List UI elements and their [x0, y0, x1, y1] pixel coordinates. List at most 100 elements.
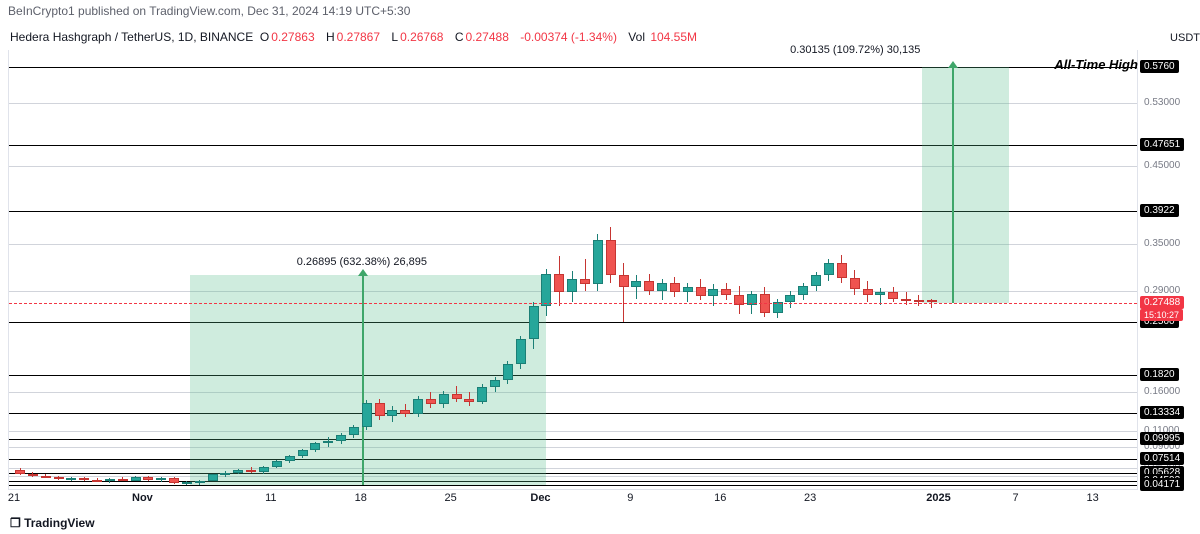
candle-body — [798, 286, 808, 295]
candle-body — [375, 403, 385, 416]
y-axis[interactable]: USDT 0.530000.450000.350000.290000.16000… — [1140, 50, 1200, 490]
candle-body — [554, 274, 564, 293]
candle-body — [182, 482, 192, 484]
candle-body — [246, 470, 256, 472]
candle-body — [54, 477, 64, 479]
price-level-tag: 0.07514 — [1140, 452, 1184, 465]
candle-body — [721, 289, 731, 294]
candle-body — [195, 481, 205, 483]
candle-body — [529, 306, 539, 339]
x-tick-label: 11 — [265, 492, 276, 504]
ohlc-bar: Hedera Hashgraph / TetherUS, 1D, BINANCE… — [10, 30, 697, 44]
candle-body — [631, 281, 641, 286]
gridline — [9, 447, 1137, 448]
price-level-tag: 0.1820 — [1140, 368, 1179, 381]
candle-body — [516, 339, 526, 364]
support-resistance-line — [9, 322, 1137, 323]
candle-body — [233, 470, 243, 473]
gridline — [9, 392, 1137, 393]
candle-body — [593, 240, 603, 285]
candle-body — [387, 410, 397, 416]
candle-body — [105, 479, 115, 481]
candle-body — [118, 479, 128, 481]
candle-body — [696, 287, 706, 296]
candle-body — [92, 480, 102, 482]
candle-wick — [585, 259, 586, 290]
candle-body — [298, 450, 308, 455]
x-tick-label: 21 — [8, 492, 20, 504]
candle-body — [811, 275, 821, 286]
candle-wick — [687, 283, 688, 302]
y-tick-label: 0.45000 — [1144, 160, 1180, 171]
x-tick-label: Nov — [132, 492, 153, 504]
x-tick-label: Dec — [530, 492, 550, 504]
x-axis[interactable]: 21Nov111825Dec916232025713 — [8, 490, 1138, 512]
candle-body — [143, 477, 153, 480]
y-tick-label: 0.29000 — [1144, 285, 1180, 296]
candle-body — [41, 476, 51, 478]
candle-body — [670, 283, 680, 292]
candle-wick — [636, 275, 637, 298]
candle-body — [863, 289, 873, 295]
candle-body — [619, 275, 629, 287]
chart-annotation: 0.30135 (109.72%) 30,135 — [790, 44, 920, 56]
candle-body — [426, 399, 436, 404]
measure-arrow — [952, 67, 954, 302]
candle-body — [503, 364, 513, 380]
ohlc-high: 0.27867 — [337, 30, 380, 44]
candle-body — [452, 394, 462, 399]
support-resistance-line — [9, 459, 1137, 460]
chart-annotation: All-Time High — [1054, 57, 1138, 72]
y-tick-label: 0.16000 — [1144, 386, 1180, 397]
candle-body — [413, 399, 423, 415]
price-level-tag: 0.5760 — [1140, 60, 1179, 73]
gridline — [9, 476, 1137, 477]
x-tick-label: 9 — [627, 492, 633, 504]
y-tick-label: 0.35000 — [1144, 238, 1180, 249]
candle-body — [439, 394, 449, 404]
x-tick-label: 23 — [804, 492, 816, 504]
candle-body — [708, 289, 718, 296]
candle-body — [259, 467, 269, 472]
candle-body — [66, 478, 76, 480]
ohlc-open: 0.27863 — [271, 30, 314, 44]
support-resistance-line — [9, 413, 1137, 414]
ohlc-low: 0.26768 — [400, 30, 443, 44]
candle-body — [657, 283, 667, 291]
ohlc-close: 0.27488 — [465, 30, 508, 44]
candle-body — [169, 478, 179, 483]
candle-body — [773, 302, 783, 312]
candle-body — [824, 263, 834, 276]
price-level-tag: 0.3922 — [1140, 204, 1179, 217]
candle-body — [606, 240, 616, 275]
candle-body — [323, 441, 333, 443]
candle-body — [362, 403, 372, 427]
candle-body — [464, 399, 474, 402]
candle-body — [785, 295, 795, 303]
tradingview-logo: ❐ TradingView — [10, 516, 95, 530]
gridline — [9, 468, 1137, 469]
y-tick-label: 0.53000 — [1144, 97, 1180, 108]
candle-wick — [623, 263, 624, 322]
candle-body — [580, 279, 590, 284]
x-tick-label: 18 — [355, 492, 367, 504]
current-price-line — [9, 303, 1137, 304]
x-tick-label: 2025 — [926, 492, 950, 504]
candle-body — [285, 456, 295, 461]
candle-body — [644, 281, 654, 290]
chart-annotation: 0.26895 (632.38%) 26,895 — [297, 256, 427, 268]
candle-body — [15, 470, 25, 473]
candle-body — [477, 387, 487, 402]
candle-body — [28, 474, 38, 476]
countdown-tag: 15:10:27 — [1140, 309, 1183, 321]
candle-body — [837, 263, 847, 279]
candle-body — [349, 427, 359, 434]
candle-body — [336, 435, 346, 441]
support-resistance-line — [9, 375, 1137, 376]
candle-body — [888, 292, 898, 298]
support-resistance-line — [9, 473, 1137, 474]
price-chart[interactable]: 0.26895 (632.38%) 26,8950.30135 (109.72%… — [8, 50, 1138, 490]
price-level-tag: 0.47651 — [1140, 138, 1184, 151]
price-level-tag: 0.04171 — [1140, 478, 1184, 491]
quote-currency: USDT — [1140, 32, 1200, 44]
